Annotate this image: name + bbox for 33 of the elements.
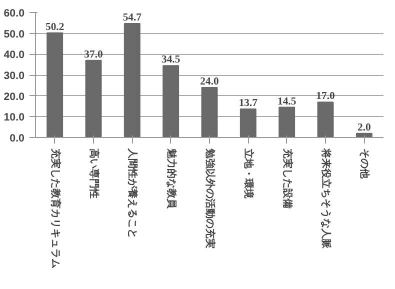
bar xyxy=(46,32,64,138)
bar xyxy=(201,87,218,138)
x-tick-label: 充実した設備 xyxy=(281,148,294,208)
y-tick-label: 40.0 xyxy=(4,49,25,62)
data-label: 17.0 xyxy=(316,91,335,102)
data-label: 13.7 xyxy=(238,98,258,109)
x-tick-label: 高い専門性 xyxy=(88,148,100,198)
x-tick-label: 将来役立ちそうな人脈 xyxy=(320,148,332,250)
bar xyxy=(124,23,140,138)
data-label: 37.0 xyxy=(84,49,103,60)
x-tick-label: 人間性が養えること xyxy=(126,148,139,238)
y-tick-label: 60.0 xyxy=(4,8,25,20)
x-tick-label: その他 xyxy=(358,148,371,180)
data-label: 14.5 xyxy=(278,96,296,108)
data-label: 50.2 xyxy=(46,22,64,33)
x-tick-label: 立地・環境 xyxy=(242,148,255,200)
x-tick-label: 充実した教育カリキュラム xyxy=(49,148,62,268)
data-label: 34.5 xyxy=(162,54,180,66)
bar xyxy=(162,65,180,138)
bar xyxy=(240,108,256,138)
y-tick-label: 50.0 xyxy=(4,28,25,40)
y-tick-label: 10.0 xyxy=(4,112,25,124)
bar xyxy=(85,60,102,138)
bar xyxy=(278,106,296,138)
y-tick-label: 20.0 xyxy=(4,90,25,103)
y-tick-label: 0.0 xyxy=(10,132,25,144)
data-label: 24.0 xyxy=(200,76,219,88)
data-label: 2.0 xyxy=(358,122,371,134)
bar xyxy=(317,102,334,138)
x-tick-label: 勉強以外の活動の充実 xyxy=(204,148,216,248)
x-tick-label: 魅力的な教員 xyxy=(165,148,178,210)
data-label: 54.7 xyxy=(122,12,142,24)
y-tick-label: 30.0 xyxy=(4,70,25,82)
